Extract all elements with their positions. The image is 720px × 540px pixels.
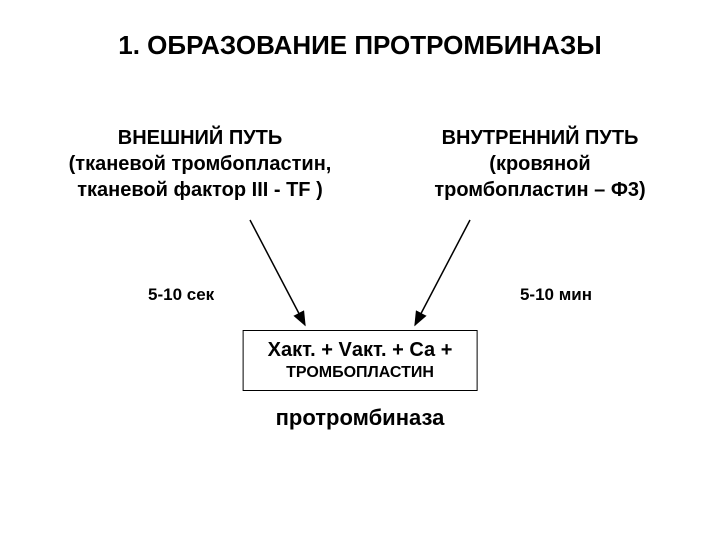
pathway-right-block: ВНУТРЕННИЙ ПУТЬ (кровяной тромбопластин … — [410, 125, 670, 203]
time-label-right: 5-10 мин — [520, 285, 592, 305]
pathway-left-block: ВНЕШНИЙ ПУТЬ (тканевой тромбопластин, тк… — [50, 125, 350, 203]
pathway-right-subtext: (кровяной тромбопластин – Ф3) — [410, 151, 670, 203]
result-line2: ТРОМБОПЛАСТИН — [268, 364, 453, 382]
arrow-left-line — [250, 220, 305, 325]
result-line1: Xакт. + Vакт. + Са + — [268, 339, 453, 362]
diagram-title: 1. ОБРАЗОВАНИЕ ПРОТРОМБИНАЗЫ — [0, 30, 720, 61]
pathway-right-heading: ВНУТРЕННИЙ ПУТЬ — [410, 125, 670, 151]
final-result: протромбиназа — [276, 405, 445, 431]
result-box: Xакт. + Vакт. + Са + ТРОМБОПЛАСТИН — [243, 330, 478, 391]
arrow-right — [0, 0, 720, 540]
time-label-left: 5-10 сек — [148, 285, 214, 305]
arrow-right-line — [415, 220, 470, 325]
pathway-left-heading: ВНЕШНИЙ ПУТЬ — [50, 125, 350, 151]
title-text: 1. ОБРАЗОВАНИЕ ПРОТРОМБИНАЗЫ — [118, 30, 601, 60]
pathway-left-subtext: (тканевой тромбопластин, тканевой фактор… — [50, 151, 350, 203]
arrow-left — [0, 0, 720, 540]
